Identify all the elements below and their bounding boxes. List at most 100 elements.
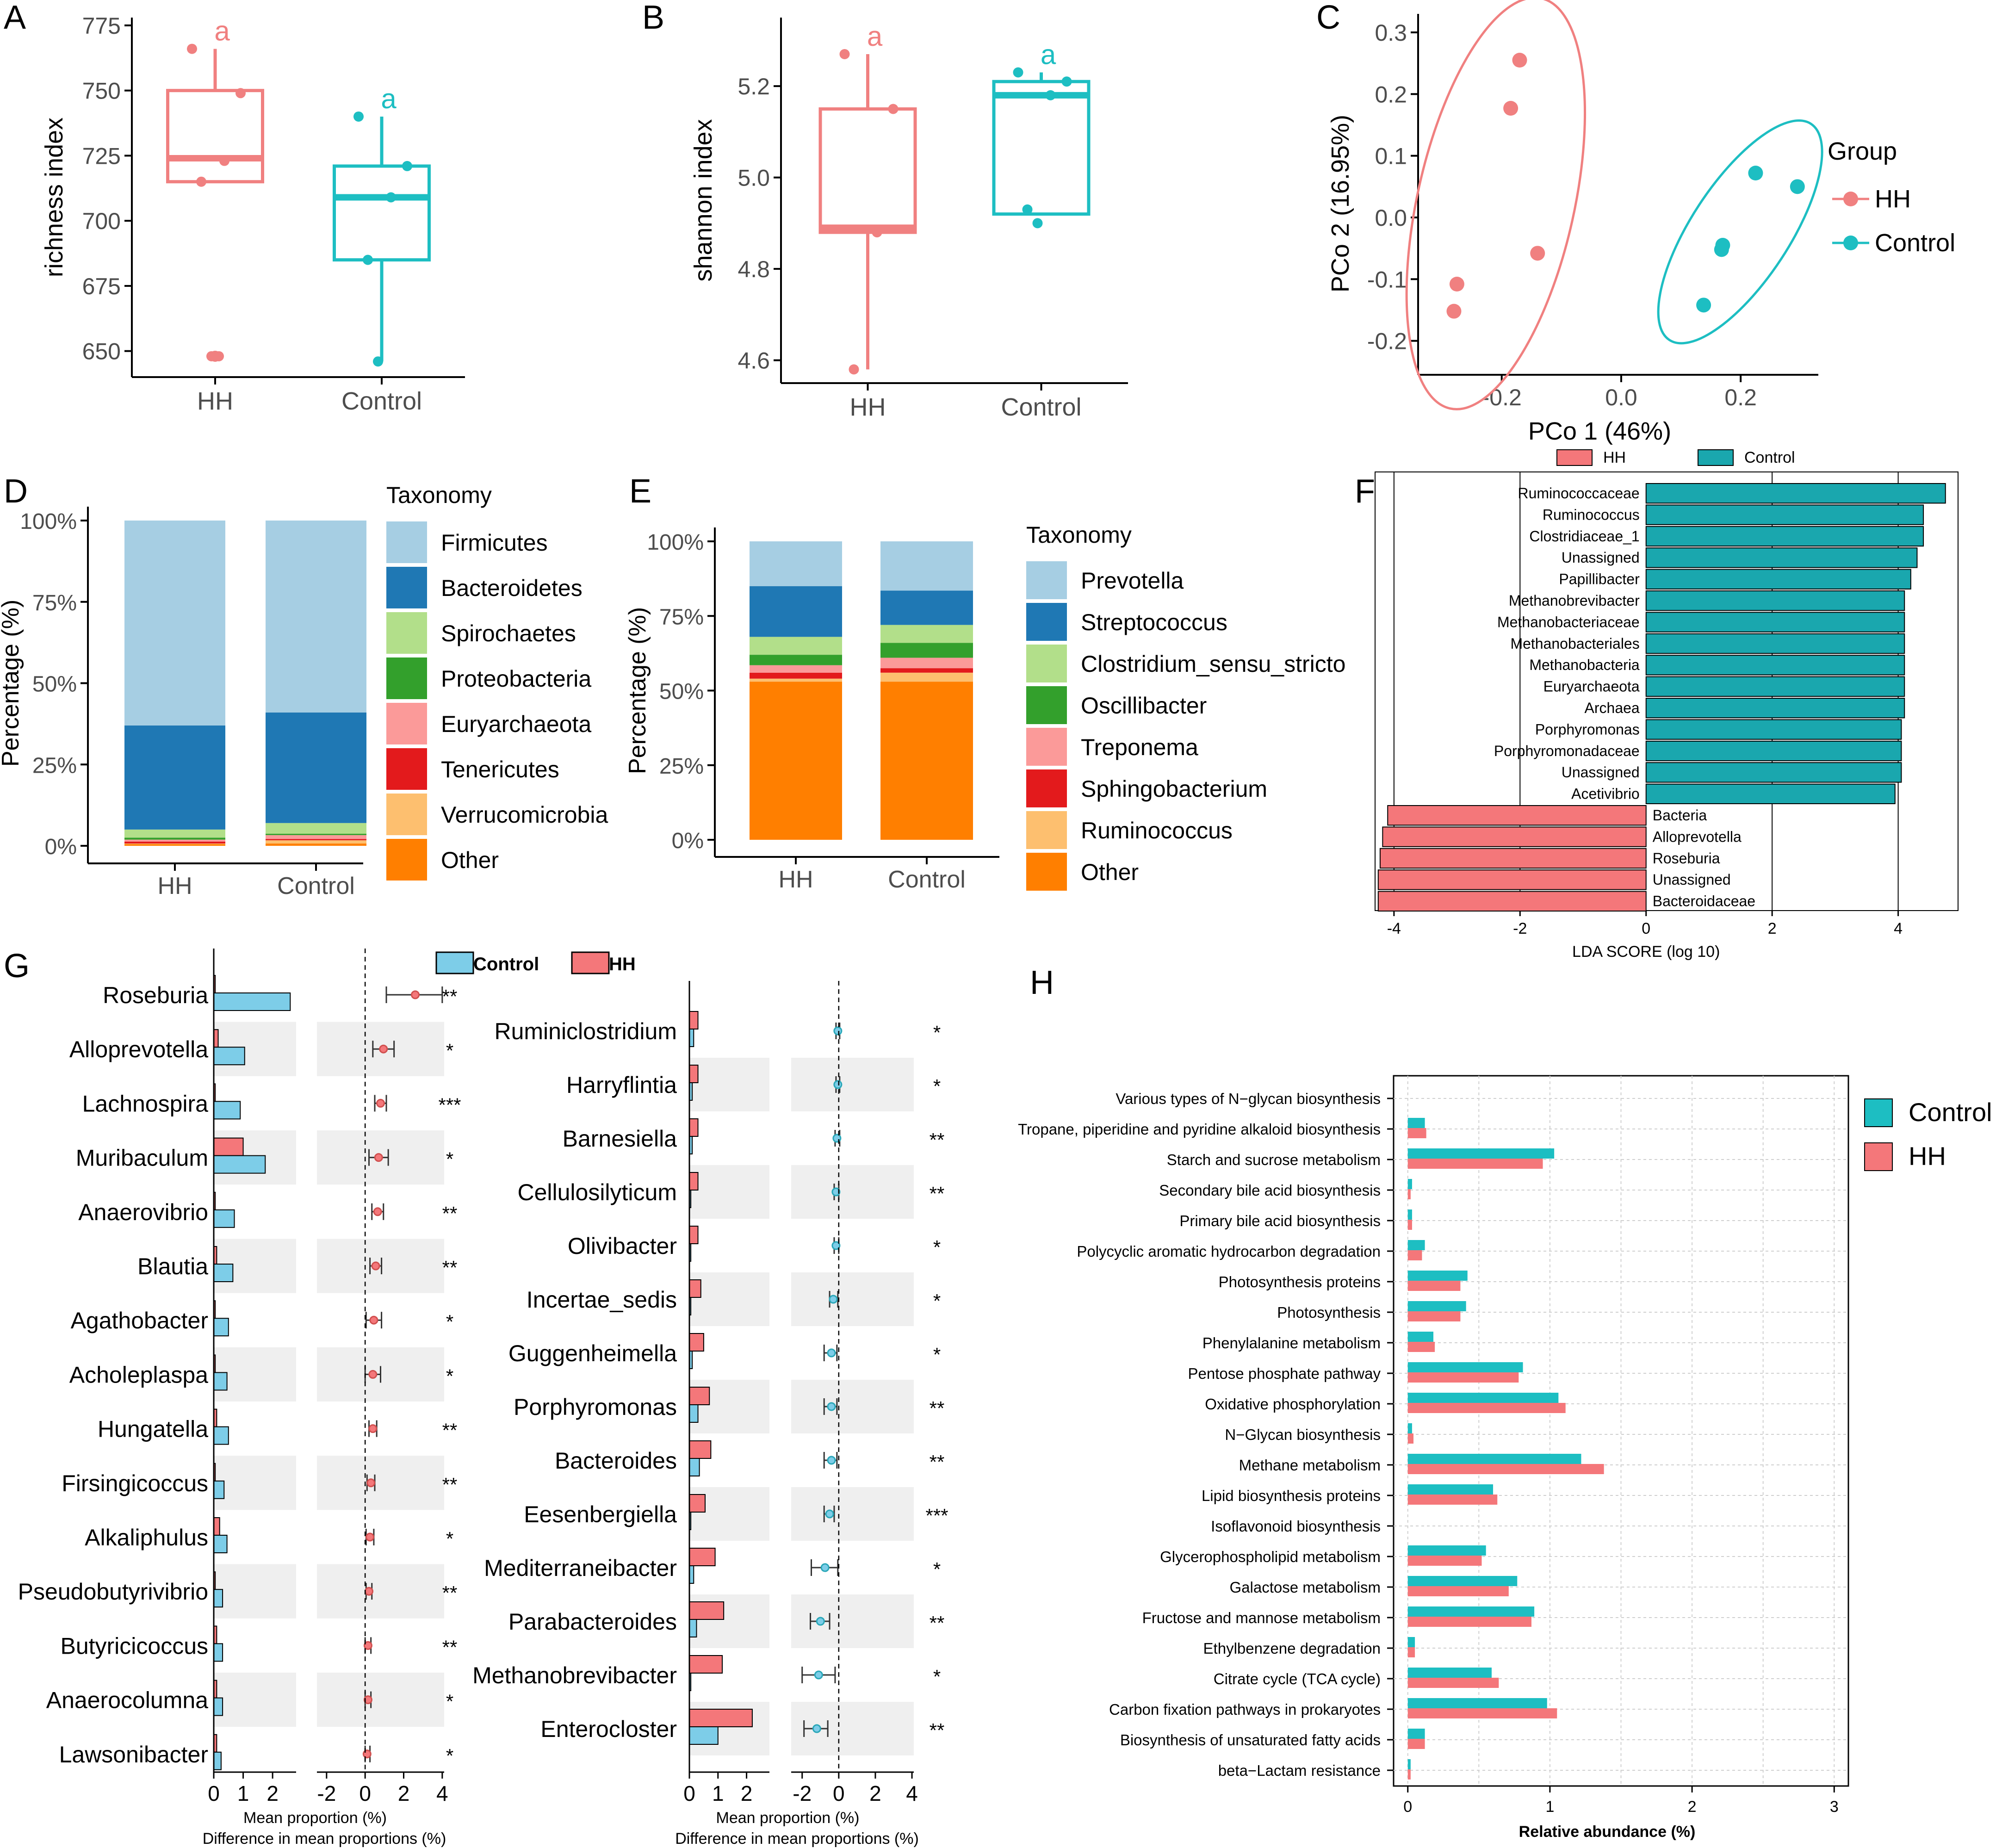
lda-bar <box>1645 633 1905 654</box>
genus-label: Lachnospira <box>82 1091 209 1116</box>
stack-segment <box>880 657 973 669</box>
data-point <box>373 356 383 367</box>
stack-segment <box>266 712 366 823</box>
row-band <box>791 1058 914 1111</box>
significance-stars: ** <box>442 986 458 1007</box>
bar-hh <box>689 1709 753 1727</box>
x-axis-title: Difference in mean proportions (%) <box>675 1830 919 1848</box>
bar-hh <box>1407 1189 1411 1199</box>
data-point <box>1790 179 1805 194</box>
genus-label: Cellulosilyticum <box>517 1179 677 1205</box>
genus-label: Incertae_sedis <box>527 1287 677 1313</box>
bar-control <box>213 1155 266 1174</box>
bar-hh <box>1407 1433 1414 1444</box>
bar-control <box>689 1458 700 1476</box>
significance-stars: ** <box>930 1451 945 1473</box>
data-point <box>219 155 229 166</box>
data-point <box>1045 90 1056 100</box>
bar-control <box>1407 1271 1468 1281</box>
panel-label-e: E <box>629 473 651 510</box>
legend-label: Control <box>1875 229 1955 257</box>
x-tick-label: 0 <box>208 1781 220 1805</box>
diff-point <box>831 1187 841 1197</box>
significance-stars: * <box>933 1022 941 1043</box>
row-band <box>214 1347 296 1402</box>
stack-segment <box>750 637 842 655</box>
lda-bar <box>1645 719 1902 740</box>
x-axis-title: PCo 1 (46%) <box>1528 417 1671 445</box>
panel-label-g: G <box>4 948 30 985</box>
lda-bar <box>1645 547 1918 568</box>
row-band <box>317 1673 444 1727</box>
bar-label: Ruminococcus <box>1543 506 1640 523</box>
legend-swatch <box>386 657 427 699</box>
x-tick-label: 0 <box>1642 920 1650 937</box>
confidence-ellipse <box>1405 0 1587 410</box>
data-point <box>353 111 364 122</box>
category-label: N−Glycan biosynthesis <box>1225 1426 1381 1443</box>
legend-label: HH <box>1603 449 1626 466</box>
row-band <box>689 1165 769 1219</box>
x-tick-label: Control <box>1001 393 1081 421</box>
row-band <box>791 1165 914 1219</box>
significance-stars: ** <box>930 1129 945 1151</box>
diff-point <box>368 1424 378 1433</box>
legend-label: Euryarchaeota <box>441 711 591 737</box>
lda-bar <box>1645 569 1911 589</box>
legend-label: Streptococcus <box>1081 609 1227 635</box>
diff-point <box>366 1478 376 1488</box>
x-tick-label: 4 <box>1894 920 1903 937</box>
category-label: Oxidative phosphorylation <box>1205 1395 1381 1413</box>
genus-label: Acholeplaspa <box>69 1362 208 1388</box>
bar-control <box>1407 1362 1523 1372</box>
y-tick-label: 700 <box>82 208 121 234</box>
stack-segment <box>266 840 366 844</box>
stack-segment <box>124 725 225 830</box>
panel-d: 0% 25% 50% 75% 100% Percentage (%) HH Control Ta… <box>0 482 608 899</box>
legend-label: Bacteroidetes <box>441 575 583 601</box>
stack-segment <box>124 829 225 838</box>
bar-label: Papillibacter <box>1559 571 1640 588</box>
y-axis-title: shannon index <box>689 119 717 281</box>
bar-control <box>213 992 291 1011</box>
category-label: Phenylalanine metabolism <box>1202 1334 1381 1352</box>
stack-segment <box>266 835 366 839</box>
genus-label: Butyricicoccus <box>60 1633 208 1659</box>
x-tick-label: 2 <box>869 1781 881 1805</box>
x-tick-label: 0 <box>683 1781 695 1805</box>
bar-hh <box>1407 1495 1498 1505</box>
category-label: Lipid biosynthesis proteins <box>1202 1487 1381 1504</box>
bar-control <box>1407 1332 1434 1342</box>
significance-stars: * <box>933 1075 941 1097</box>
panel-f: -4 -2 0 2 4 LDA SCORE (log 10) HH Control Rumino… <box>1375 449 1959 961</box>
diff-point <box>816 1617 825 1626</box>
genus-label: Alkaliphulus <box>85 1525 208 1550</box>
category-label: Photosynthesis proteins <box>1219 1273 1381 1290</box>
stack-segment <box>124 837 225 840</box>
legend-swatch <box>386 839 427 881</box>
legend-swatch <box>1026 645 1067 682</box>
bar-control <box>1407 1393 1559 1403</box>
y-tick-label: 4.8 <box>738 256 770 282</box>
bar-hh <box>1407 1311 1461 1321</box>
plot-frame <box>1375 471 1959 911</box>
stack-segment <box>750 682 842 840</box>
legend-label: Firmicutes <box>441 530 548 556</box>
legend-swatch <box>386 612 427 654</box>
stack-segment <box>880 643 973 658</box>
bar-control <box>1407 1484 1494 1495</box>
diff-point <box>814 1670 823 1680</box>
bar-label: Ruminococcaceae <box>1518 485 1639 502</box>
genus-label: Anaerovibrio <box>78 1199 208 1225</box>
bar-hh <box>213 1517 220 1536</box>
category-label: Starch and sucrose metabolism <box>1167 1151 1381 1168</box>
lda-bar <box>1379 848 1647 869</box>
panel-label-a: A <box>4 0 26 36</box>
lda-bar <box>1382 826 1647 847</box>
stack-segment <box>880 668 973 673</box>
panel-c: -0.2 -0.1 0.0 0.1 0.2 0.3 -0.2 0.0 0.2 PCo 1 (46%… <box>1326 0 1955 445</box>
significance-stars: * <box>446 1745 453 1767</box>
lda-bar <box>1645 783 1896 804</box>
category-label: Secondary bile acid biosynthesis <box>1159 1182 1381 1199</box>
bar-control <box>213 1535 228 1553</box>
